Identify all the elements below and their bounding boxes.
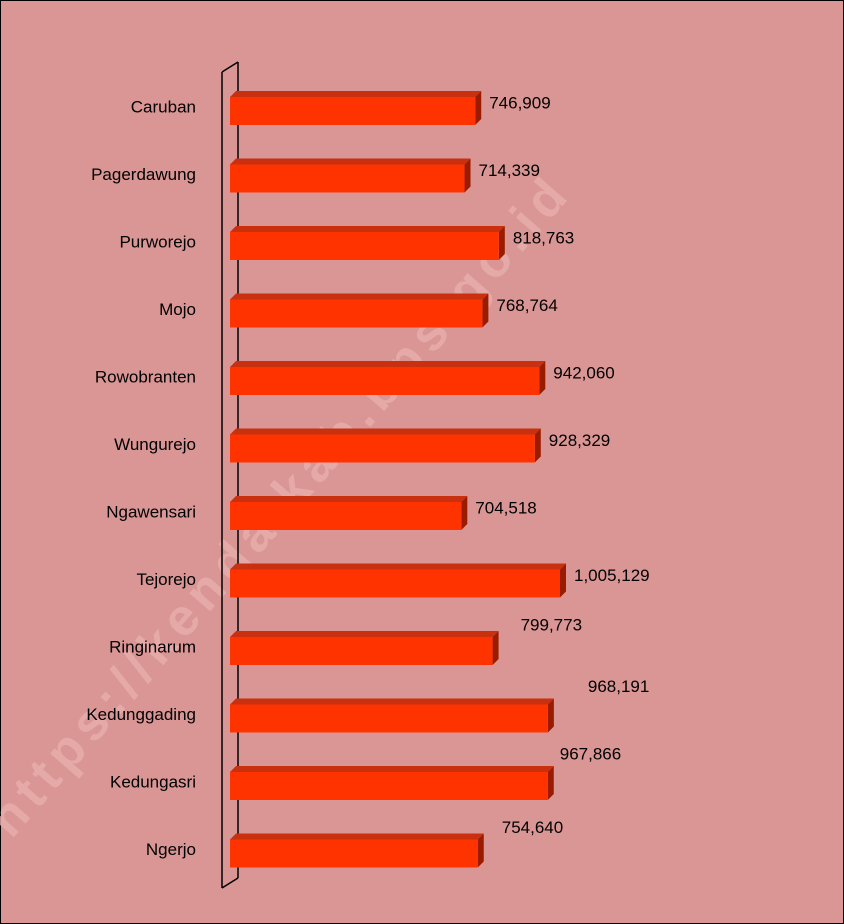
y-tick-label: Wungurejo bbox=[114, 435, 196, 454]
bar-top bbox=[230, 698, 554, 705]
bar-end bbox=[461, 496, 468, 530]
bar-end bbox=[547, 698, 554, 733]
data-label: 967,866 bbox=[560, 744, 621, 763]
bar-front bbox=[230, 232, 499, 260]
bar-end bbox=[482, 293, 489, 328]
bar bbox=[230, 496, 468, 530]
data-label: 746,909 bbox=[489, 93, 550, 112]
bar-front bbox=[230, 637, 493, 665]
bar-top bbox=[230, 361, 546, 367]
data-label: 799,773 bbox=[521, 615, 582, 634]
y-tick-label: Tejorejo bbox=[136, 570, 196, 589]
bar bbox=[230, 698, 554, 733]
data-label: 968,191 bbox=[588, 677, 649, 696]
bar-top bbox=[230, 563, 566, 570]
data-label: 818,763 bbox=[513, 228, 574, 247]
bar bbox=[230, 428, 541, 463]
bar-top bbox=[230, 91, 482, 97]
data-label: 768,764 bbox=[496, 296, 557, 315]
bar-front bbox=[230, 164, 465, 193]
bar bbox=[230, 91, 482, 125]
bar bbox=[230, 361, 546, 395]
bar-end bbox=[539, 361, 546, 395]
bar-top bbox=[230, 293, 489, 300]
bar-front bbox=[230, 839, 478, 868]
bar-end bbox=[464, 158, 471, 193]
bar-front bbox=[230, 502, 462, 530]
bar-top bbox=[230, 496, 468, 502]
data-label: 704,518 bbox=[475, 498, 536, 517]
data-label: 714,339 bbox=[479, 161, 540, 180]
y-tick-label: Rowobranten bbox=[95, 367, 196, 386]
bar-top bbox=[230, 766, 554, 772]
bar-front bbox=[230, 772, 548, 800]
bar bbox=[230, 226, 505, 260]
bar-top bbox=[230, 428, 541, 435]
y-tick-label: Ngawensari bbox=[106, 502, 196, 521]
bar-top bbox=[230, 158, 471, 165]
bar-top bbox=[230, 631, 499, 637]
bar bbox=[230, 766, 554, 800]
bar-end bbox=[498, 226, 505, 260]
bar bbox=[230, 158, 471, 193]
axis-wall bbox=[221, 61, 239, 889]
bar-front bbox=[230, 434, 535, 463]
bar-end bbox=[534, 428, 541, 463]
bar-top bbox=[230, 833, 484, 840]
data-label: 1,005,129 bbox=[574, 566, 650, 585]
y-tick-label: Kedunggading bbox=[86, 705, 196, 724]
y-tick-label: Ngerjo bbox=[146, 840, 196, 859]
bar-front bbox=[230, 704, 548, 733]
bar-end bbox=[492, 631, 499, 665]
y-tick-label: Mojo bbox=[159, 300, 196, 319]
bar bbox=[230, 833, 484, 868]
bar-front bbox=[230, 367, 540, 395]
bar bbox=[230, 631, 499, 665]
bar-front bbox=[230, 299, 483, 328]
bar-end bbox=[560, 563, 566, 598]
y-tick-label: Purworejo bbox=[119, 232, 196, 251]
bar-front bbox=[230, 569, 560, 598]
bar-top bbox=[230, 226, 505, 232]
y-tick-label: Pagerdawung bbox=[91, 165, 196, 184]
bar bbox=[230, 293, 489, 328]
y-tick-label: Ringinarum bbox=[109, 637, 196, 656]
data-label: 928,329 bbox=[549, 431, 610, 450]
bar-end bbox=[475, 91, 482, 125]
y-tick-label: Kedungasri bbox=[110, 772, 196, 791]
bar-front bbox=[230, 97, 476, 125]
bar bbox=[230, 563, 566, 598]
y-tick-label: Caruban bbox=[131, 97, 196, 116]
bar-end bbox=[477, 833, 484, 868]
data-label: 754,640 bbox=[502, 818, 563, 837]
data-label: 942,060 bbox=[553, 363, 614, 382]
bar-end bbox=[547, 766, 554, 800]
